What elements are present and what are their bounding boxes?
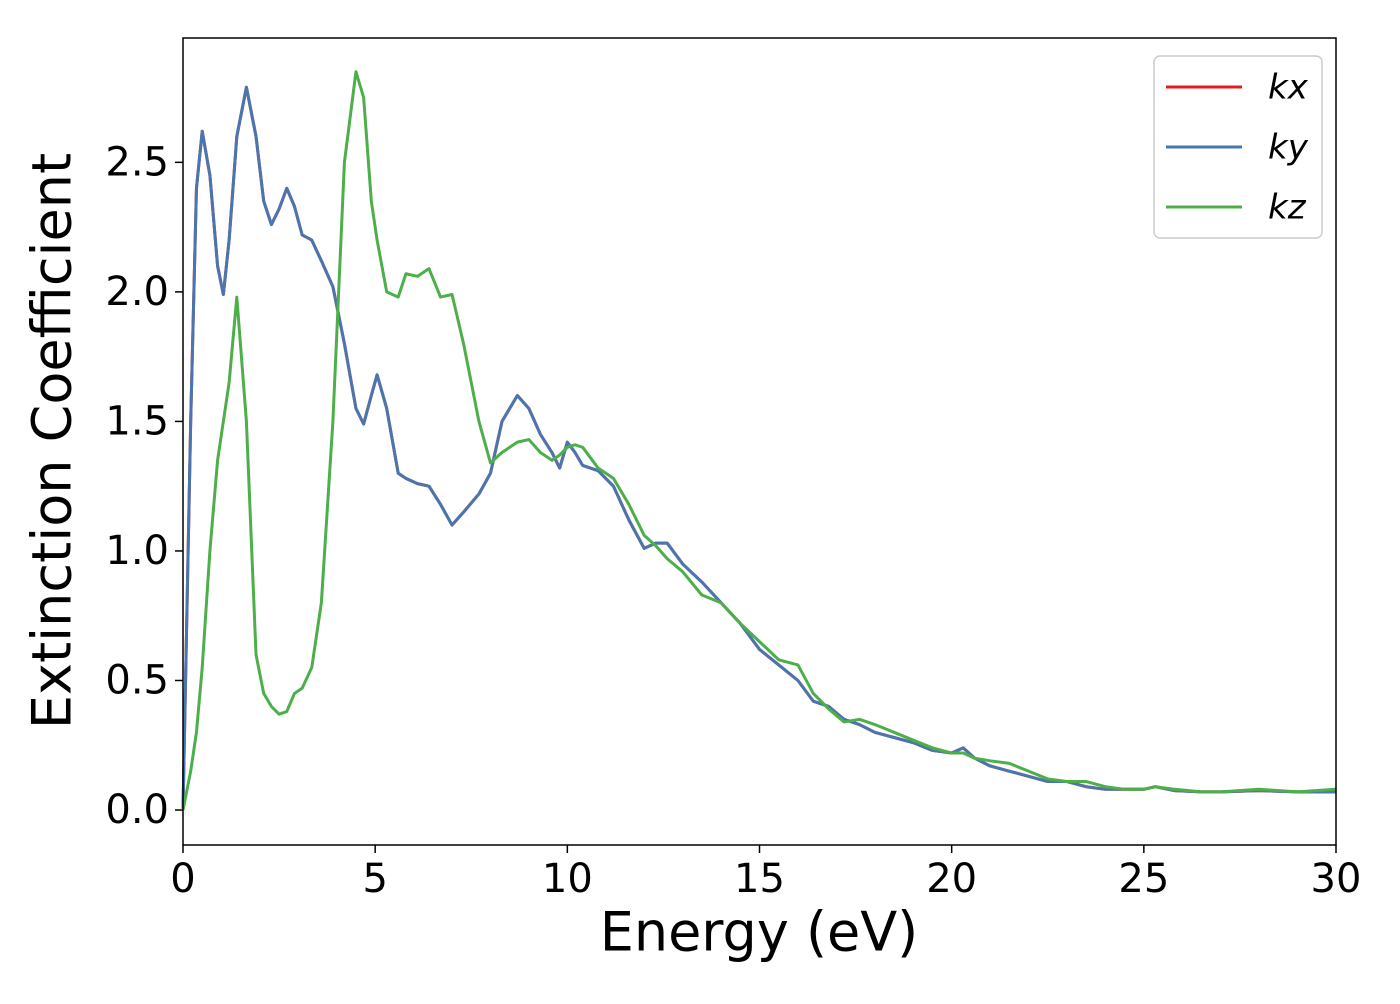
legend-label: kz <box>1268 188 1307 228</box>
y-axis-label: Extinction Coefficient <box>21 153 84 729</box>
y-tick-label: 0.0 <box>105 787 169 833</box>
line-kz <box>181 70 1337 811</box>
y-tick-label: 0.5 <box>105 657 169 703</box>
legend: kx ky kz <box>1153 55 1323 239</box>
y-tick-label: 2.5 <box>105 139 169 185</box>
plot-frame <box>182 37 1337 846</box>
x-tick-label: 25 <box>1118 856 1169 902</box>
x-tick-label: 15 <box>734 856 785 902</box>
x-tick-label: 5 <box>362 856 387 902</box>
legend-label: kx <box>1268 68 1309 108</box>
x-tick-label: 0 <box>170 856 195 902</box>
y-tick-label: 2.0 <box>105 269 169 315</box>
x-tick-label: 20 <box>926 856 977 902</box>
legend-label: ky <box>1268 128 1309 168</box>
y-tick-label: 1.5 <box>105 398 169 444</box>
y-tick-label: 1.0 <box>105 528 169 574</box>
x-axis-label: Energy (eV) <box>600 901 919 964</box>
x-tick-label: 10 <box>542 856 593 902</box>
x-tick-label: 30 <box>1311 856 1362 902</box>
